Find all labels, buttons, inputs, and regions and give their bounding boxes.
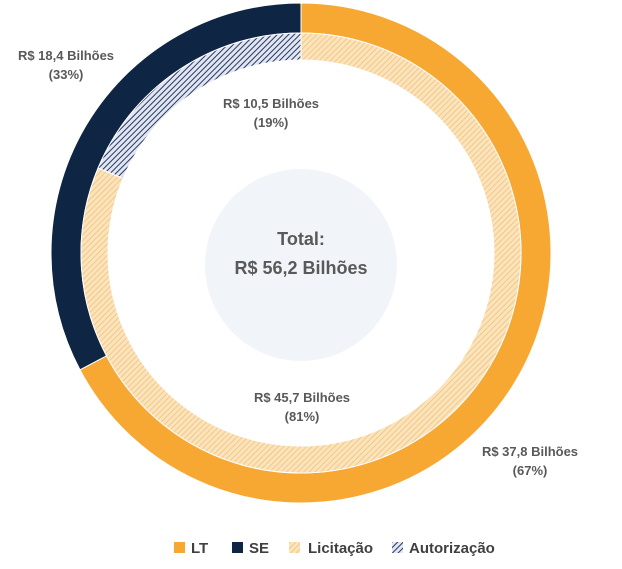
legend-swatch-licitacao [289, 542, 300, 553]
inner-ring [80, 32, 522, 474]
slice-pct-licitacao: (81%) [285, 409, 320, 424]
legend-item-se: SE [232, 540, 269, 557]
center-disc [205, 169, 397, 361]
legend-item-licitacao: Licitação [289, 540, 373, 557]
legend-label-se: SE [249, 540, 269, 557]
slice-autorizacao [97, 32, 302, 180]
legend-swatch-lt [174, 542, 185, 553]
legend-swatch-autorizacao [392, 542, 403, 553]
slice-label-licitacao: R$ 45,7 Bilhões [254, 390, 350, 405]
legend-label-autorizacao: Autorização [409, 540, 495, 557]
slice-label-se: R$ 18,4 Bilhões [18, 48, 114, 63]
legend-swatch-se [232, 542, 243, 553]
slice-pct-lt: (67%) [513, 463, 548, 478]
legend-item-autorizacao: Autorização [392, 540, 495, 557]
legend: LT SE Licitação Autorização [174, 540, 495, 557]
legend-label-lt: LT [191, 540, 208, 557]
center-total-value: R$ 56,2 Bilhões [234, 258, 367, 278]
slice-licitacao [80, 32, 522, 474]
slice-pct-se: (33%) [49, 67, 84, 82]
slice-label-lt: R$ 37,8 Bilhões [482, 444, 578, 459]
slice-pct-autorizacao: (19%) [254, 115, 289, 130]
legend-label-licitacao: Licitação [308, 540, 373, 557]
slice-label-autorizacao: R$ 10,5 Bilhões [223, 96, 319, 111]
legend-item-lt: LT [174, 540, 208, 557]
center-total-label: Total: [277, 229, 325, 249]
